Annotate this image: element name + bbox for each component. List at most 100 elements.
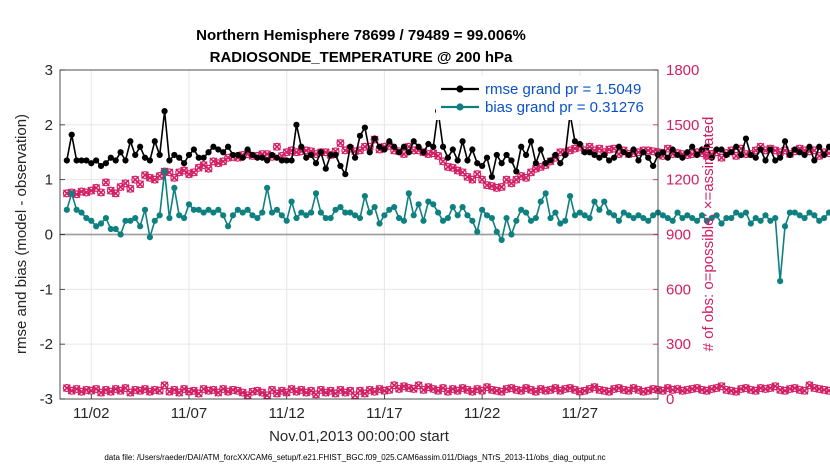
rmse-point (591, 151, 598, 159)
rmse-point (122, 157, 129, 164)
obs-assimilated-marker (185, 170, 193, 179)
rmse-point (97, 162, 105, 170)
obs-assimilated-marker (585, 142, 594, 151)
bias-point (557, 220, 564, 227)
obs-assimilated-marker (282, 148, 291, 157)
rmse-point (273, 154, 281, 161)
rmse-point (386, 138, 393, 145)
rmse-point (503, 151, 510, 159)
bias-point (376, 220, 383, 227)
obs-possible-marker (717, 153, 726, 162)
obs-rejected-cross (781, 386, 789, 395)
rmse-point (73, 157, 80, 164)
bias-point (303, 212, 310, 219)
bias-point (88, 217, 95, 224)
obs-rejected-cross (116, 386, 125, 395)
rmse-point (718, 146, 725, 153)
bias-point (93, 223, 100, 230)
bias-point (513, 217, 520, 224)
bias-point (591, 198, 598, 205)
y2-tick-label: 0 (666, 391, 674, 408)
bias-point (210, 209, 217, 216)
rmse-point (180, 160, 188, 167)
bias-point (430, 201, 437, 208)
obs-assimilated-marker (507, 179, 516, 188)
obs-rejected-cross (87, 386, 96, 395)
bias-point (73, 206, 80, 213)
rmse-point (689, 143, 696, 150)
obs-rejected-cross (693, 384, 702, 392)
rmse-point (317, 149, 324, 156)
obs-rejected-marker (800, 386, 809, 395)
y2-tick-label: 600 (666, 281, 691, 298)
bias-point (806, 209, 813, 216)
bias-point (381, 212, 388, 219)
bias-point (220, 212, 227, 219)
bias-point (420, 217, 427, 224)
rmse-point (767, 146, 774, 153)
bias-point (351, 212, 359, 219)
bias-point (283, 217, 290, 224)
obs-possible-marker (131, 175, 140, 184)
obs-assimilated-marker (180, 166, 189, 175)
obs-rejected-cross (634, 385, 643, 394)
obs-rejected-cross (556, 386, 565, 395)
bias-point (405, 190, 412, 197)
rmse-point (581, 149, 588, 156)
obs-assimilated-marker (527, 168, 535, 177)
rmse-point (483, 154, 491, 161)
obs-rejected-cross (419, 385, 428, 394)
rmse-point (195, 154, 202, 161)
bias-point (723, 214, 730, 222)
obs-rejected-marker (385, 385, 394, 394)
obs-possible-marker (434, 151, 443, 160)
obs-rejected-cross (605, 387, 614, 396)
bias-point (796, 212, 803, 219)
bias-point (361, 193, 368, 200)
rmse-point (205, 149, 212, 156)
bias-point (171, 184, 178, 191)
obs-rejected-cross (448, 384, 457, 393)
bias-point (772, 214, 779, 222)
obs-assimilated-marker (87, 186, 96, 195)
obs-assimilated-marker (101, 178, 110, 187)
rmse-point (268, 151, 276, 159)
obs-rejected-cross (233, 386, 242, 395)
bias-point (322, 214, 329, 222)
bias-point (791, 209, 798, 216)
obs-rejected-cross (766, 384, 775, 392)
obs-rejected-marker (346, 386, 355, 395)
obs-assimilated-marker (448, 163, 457, 172)
chart-title: Northern Hemisphere 78699 / 79489 = 99.0… (196, 27, 526, 44)
obs-rejected-marker (155, 386, 164, 395)
rmse-point (376, 143, 383, 150)
obs-rejected-cross (546, 385, 555, 394)
bias-point (132, 214, 139, 222)
rmse-point (664, 154, 671, 161)
rmse-point (772, 157, 779, 164)
rmse-point (493, 151, 500, 159)
bias-point (713, 212, 720, 219)
obs-rejected-cross (375, 384, 384, 393)
bias-point (444, 214, 452, 222)
rmse-point (102, 160, 110, 167)
bias-point (146, 234, 153, 241)
bias-point (640, 214, 647, 222)
rmse-point (93, 157, 100, 164)
bias-point (366, 209, 373, 216)
y-tick-label: -2 (40, 336, 53, 353)
obs-rejected-cross (77, 387, 86, 396)
rmse-point (723, 151, 730, 159)
obs-rejected-cross (741, 384, 750, 392)
obs-assimilated-marker (145, 173, 154, 182)
bias-point (581, 212, 588, 219)
bias-point (410, 212, 417, 219)
bias-point (391, 203, 398, 211)
rmse-point (234, 151, 241, 159)
obs-assimilated-marker (497, 183, 506, 191)
rmse-point (806, 143, 813, 150)
obs-possible-marker (272, 142, 281, 151)
rmse-point (166, 157, 173, 164)
obs-possible-marker (121, 179, 130, 188)
bias-point (493, 228, 500, 235)
